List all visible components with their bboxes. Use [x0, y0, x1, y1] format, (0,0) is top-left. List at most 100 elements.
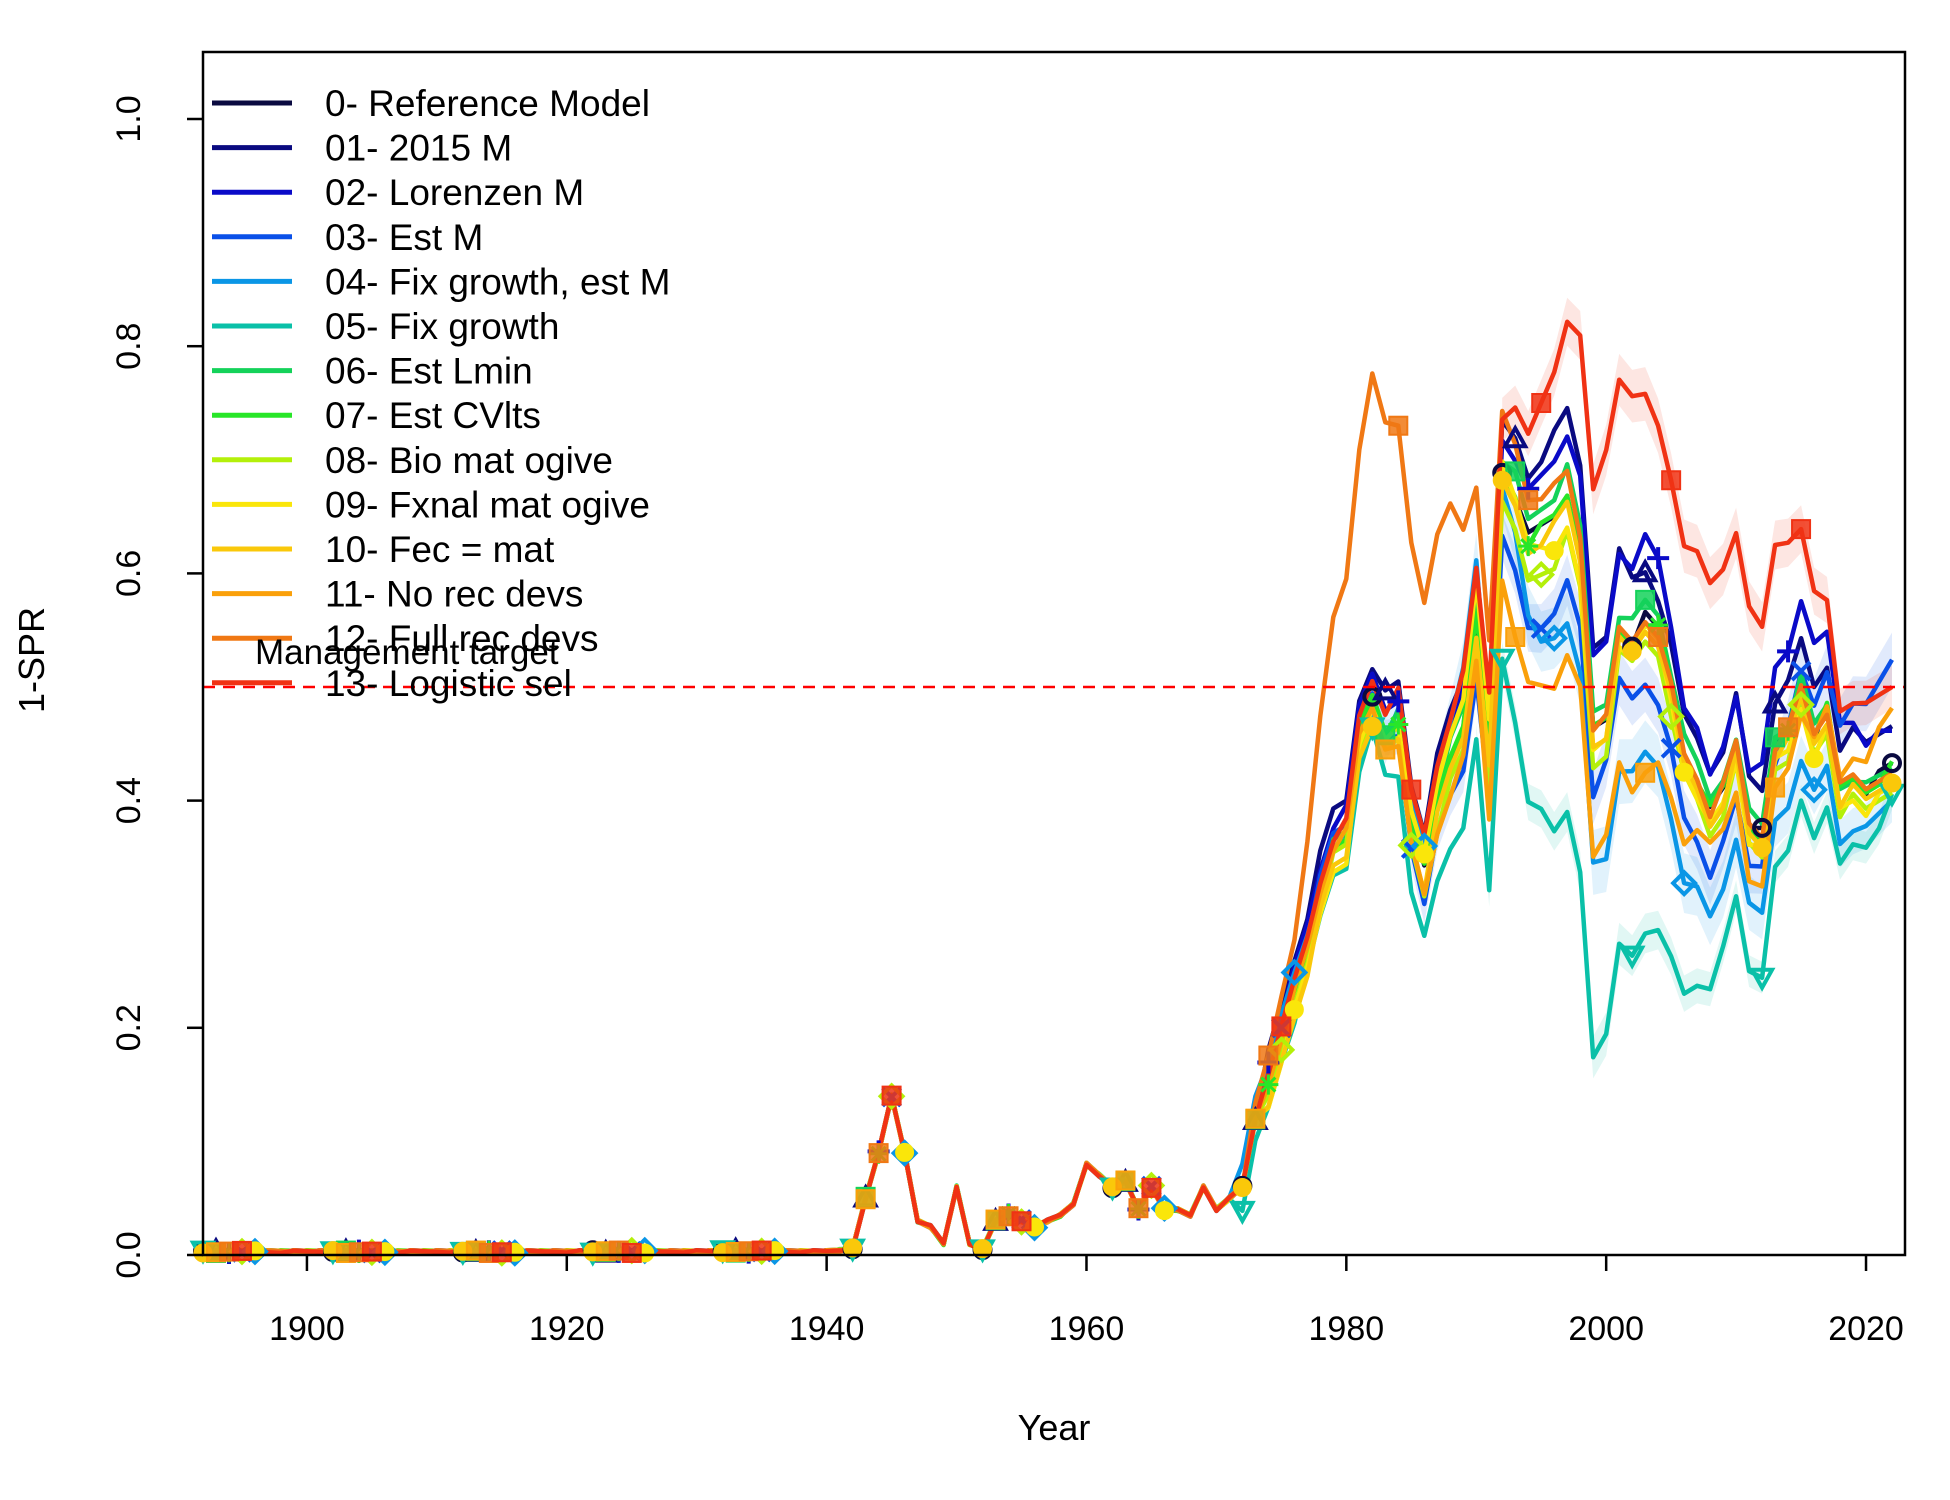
legend-entry-7: 07- Est CVlts — [325, 395, 541, 436]
marker-12-2014 — [1778, 717, 1799, 738]
marker-13-1935 — [751, 1240, 772, 1261]
marker-4-1976 — [1280, 958, 1309, 987]
y-tick-label-1: 0.2 — [110, 1004, 148, 1051]
marker-2-1984 — [1387, 690, 1410, 713]
legend-entry-10: 10- Fec = mat — [325, 529, 555, 570]
marker-10-2012 — [1752, 838, 1772, 858]
marker-11-2013 — [1765, 777, 1786, 798]
y-tick-label-3: 0.6 — [110, 550, 148, 597]
marker-3-2005 — [1660, 737, 1682, 759]
x-axis-label: Year — [1018, 1407, 1091, 1448]
marker-13-2005 — [1661, 470, 1682, 491]
marker-6-1993 — [1505, 461, 1526, 482]
legend-entry-13: 13- Logistic sel — [325, 663, 572, 704]
x-tick-label-2020: 2020 — [1828, 1310, 1904, 1348]
marker-13-1915 — [491, 1242, 512, 1263]
marker-1-2013 — [1761, 689, 1789, 714]
marker-10-1992 — [1492, 470, 1512, 490]
marker-9-1976 — [1284, 1000, 1304, 1020]
marker-7-1994 — [1518, 536, 1539, 557]
marker-9-1966 — [1154, 1201, 1174, 1221]
legend-entry-8: 08- Bio mat ogive — [325, 440, 613, 481]
x-tick-label-1940: 1940 — [789, 1310, 865, 1348]
marker-12-1984 — [1388, 415, 1409, 436]
marker-11-1943 — [855, 1189, 876, 1210]
series-markers — [189, 393, 1906, 1267]
marker-3-2015 — [1790, 660, 1812, 682]
marker-8-1995 — [1527, 560, 1556, 589]
marker-13-1945 — [881, 1085, 902, 1106]
marker-7-1984 — [1388, 714, 1409, 735]
y-tick-label-5: 1.0 — [110, 95, 148, 142]
legend-entry-5: 05- Fix growth — [325, 306, 559, 347]
marker-5-1972 — [1228, 1200, 1256, 1226]
y-axis-label: 1-SPR — [11, 607, 52, 713]
y-tick-label-4: 0.8 — [110, 323, 148, 370]
marker-5-2012 — [1748, 967, 1776, 992]
legend-entry-3: 03- Est M — [325, 217, 483, 258]
marker-9-2006 — [1674, 762, 1694, 782]
marker-10-2022 — [1882, 773, 1902, 793]
marker-1-2003 — [1631, 558, 1659, 583]
marker-11-1983 — [1375, 739, 1396, 760]
marker-2-2014 — [1777, 640, 1800, 663]
marker-4-2006 — [1670, 869, 1698, 897]
marker-11-1993 — [1505, 627, 1526, 648]
marker-0-2022 — [1882, 753, 1903, 774]
x-tick-label-1920: 1920 — [529, 1310, 605, 1348]
x-tick-label-2000: 2000 — [1568, 1310, 1644, 1348]
marker-13-1895 — [231, 1240, 252, 1261]
marker-11-2003 — [1635, 762, 1656, 783]
marker-1-1983 — [1371, 676, 1399, 701]
x-tick-label-1900: 1900 — [269, 1310, 345, 1348]
legend-entry-9: 09- Fxnal mat ogive — [325, 484, 650, 525]
marker-12-1944 — [868, 1143, 889, 1164]
marker-13-1965 — [1141, 1177, 1162, 1198]
legend-entry-11: 11- No rec devs — [325, 574, 583, 615]
marker-13-1925 — [621, 1242, 642, 1263]
marker-4-1996 — [1540, 624, 1569, 652]
marker-8-2005 — [1657, 702, 1685, 731]
marker-9-1946 — [895, 1142, 915, 1162]
marker-12-1994 — [1518, 490, 1539, 511]
marker-5-2002 — [1618, 945, 1646, 970]
marker-12-1974 — [1258, 1045, 1279, 1066]
marker-12-1964 — [1128, 1198, 1149, 1219]
legend-entry-12: 12- Full rec devs — [325, 618, 599, 659]
y-axis: 0.0 0.2 0.4 0.6 0.8 1.0 — [110, 95, 203, 1279]
marker-10-1982 — [1362, 716, 1382, 736]
marker-2-2004 — [1647, 547, 1670, 570]
plot-frame — [201, 50, 1907, 1257]
marker-0-2012 — [1752, 817, 1773, 838]
marker-13-1905 — [361, 1241, 382, 1262]
marker-10-1972 — [1232, 1178, 1252, 1198]
legend-entry-4: 04- Fix growth, est M — [325, 261, 670, 302]
marker-8-1985 — [1397, 831, 1426, 860]
marker-10-1952 — [973, 1239, 993, 1259]
legend-entry-1: 01- 2015 M — [325, 128, 512, 169]
marker-13-1975 — [1271, 1016, 1292, 1037]
legend-entry-2: 02- Lorenzen M — [325, 172, 584, 213]
x-tick-label-1960: 1960 — [1049, 1310, 1125, 1348]
management-target-label: Management target — [255, 633, 559, 672]
marker-13-1995 — [1531, 393, 1552, 413]
marker-9-1996 — [1544, 541, 1564, 561]
band-13 — [1502, 297, 1892, 735]
x-axis: 1900 1920 1940 1960 1980 2000 2020 — [269, 1255, 1904, 1348]
marker-7-1974 — [1258, 1074, 1279, 1095]
y-tick-label-2: 0.4 — [110, 777, 148, 824]
marker-13-1955 — [1011, 1211, 1032, 1232]
y-tick-label-0: 0.0 — [110, 1231, 148, 1278]
marker-4-2016 — [1800, 775, 1828, 804]
marker-8-2015 — [1787, 690, 1815, 719]
marker-7-2004 — [1648, 615, 1669, 636]
x-tick-label-1980: 1980 — [1309, 1310, 1385, 1348]
legend-entry-0: 0- Reference Model — [325, 83, 650, 124]
legend-entry-6: 06- Est Lmin — [325, 351, 533, 392]
marker-9-1986 — [1414, 844, 1434, 864]
marker-13-2015 — [1791, 519, 1812, 540]
marker-5-1992 — [1488, 648, 1516, 673]
marker-9-2016 — [1804, 749, 1824, 769]
